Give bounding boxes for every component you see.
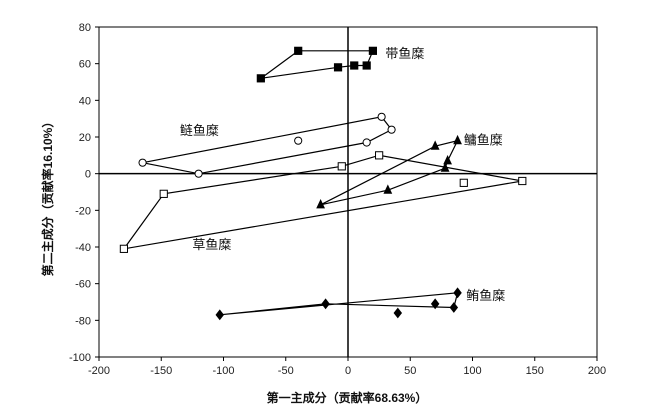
data-point-square [368, 46, 377, 55]
data-point-circle [294, 136, 303, 145]
series-layer [119, 46, 527, 321]
x-tick-label: 50 [404, 365, 416, 377]
series-outline [123, 154, 523, 250]
y-tick-label: 60 [79, 59, 91, 71]
data-point-square [375, 151, 384, 160]
x-tick-label: 150 [526, 365, 544, 377]
x-axis-label: 第一主成分（贡献率68.63%） [267, 390, 428, 405]
y-axis-label: 第二主成分（贡献率16.10%） [40, 116, 55, 277]
x-tick-label: 100 [463, 365, 481, 377]
series-annotation-label: 带鱼糜 [385, 46, 424, 61]
x-tick-label: -50 [278, 365, 294, 377]
data-point-diamond [321, 298, 330, 310]
data-point-diamond [430, 298, 440, 310]
tick-label-layer: -200 -150 -100 -50 0 50 100 150 200-100-80-60-40… [69, 22, 606, 377]
x-tick-label: -150 [150, 365, 172, 377]
series-annotation-label: 鳙鱼糜 [464, 132, 503, 147]
series-outline [142, 116, 393, 175]
series-group [138, 112, 396, 178]
y-tick-label: -60 [75, 279, 91, 291]
data-point-square [294, 46, 303, 55]
data-point-diamond [449, 302, 459, 313]
data-point-circle [387, 125, 396, 134]
y-tick-label: 20 [79, 132, 91, 144]
series-group [215, 287, 462, 321]
series-annotation-label: 草鱼糜 [192, 237, 231, 252]
data-point-square [333, 63, 343, 72]
data-point-diamond [393, 307, 403, 319]
y-tick-label: -40 [75, 242, 91, 254]
data-point-circle [138, 158, 147, 167]
y-tick-label: 80 [79, 22, 91, 34]
data-point-square [518, 176, 527, 186]
y-tick-label: -100 [69, 352, 91, 364]
series-group [316, 134, 462, 209]
y-tick-label: -20 [75, 205, 91, 217]
x-tick-label: 200 [588, 365, 606, 377]
y-tick-label: -80 [75, 315, 91, 327]
y-tick-label: 0 [85, 169, 91, 181]
y-tick-label: 40 [79, 95, 91, 107]
data-point-triangle [443, 155, 452, 165]
series-annotation-label: 鲢鱼糜 [180, 123, 219, 138]
x-tick-label: -100 [212, 365, 234, 377]
series-annotation-label: 鲔鱼糜 [466, 288, 505, 303]
series-group [256, 46, 377, 83]
data-point-circle [194, 169, 203, 178]
data-point-square [459, 178, 468, 187]
data-point-triangle [316, 199, 325, 209]
data-point-circle [362, 138, 371, 147]
data-point-square [350, 61, 359, 70]
data-point-triangle [430, 140, 440, 150]
data-point-square [256, 74, 265, 83]
series-outline [219, 292, 459, 316]
data-point-square [119, 244, 129, 253]
data-point-circle [377, 112, 386, 121]
series-group [119, 151, 527, 253]
data-point-triangle [383, 184, 393, 194]
data-point-diamond [215, 309, 224, 321]
data-point-triangle [453, 134, 462, 145]
x-tick-label: -200 [88, 365, 110, 377]
x-tick-label: 0 [345, 365, 351, 377]
data-point-square [337, 162, 346, 171]
data-point-square [362, 61, 371, 70]
data-point-diamond [453, 287, 462, 299]
data-point-square [159, 189, 168, 198]
